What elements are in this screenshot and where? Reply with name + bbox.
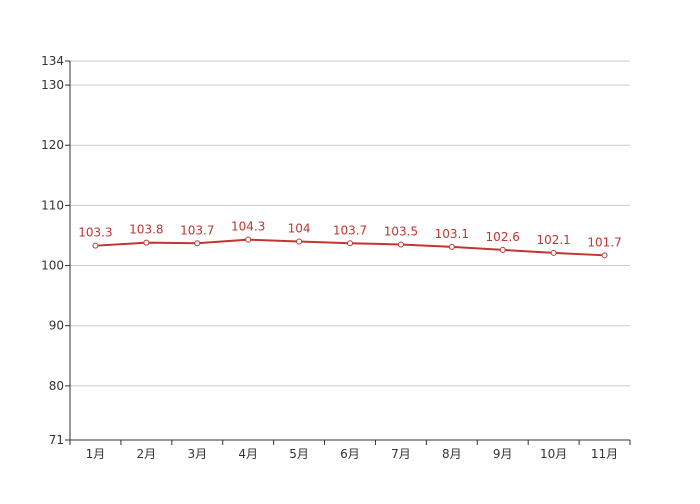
x-tick-label: 8月 <box>442 447 462 461</box>
data-labels: 103.3 103.8 103.7 104.3 104 103.7 103.5 103.1 10… <box>78 220 621 250</box>
data-point[interactable] <box>245 236 252 243</box>
data-label: 103.8 <box>129 223 163 237</box>
data-point[interactable] <box>448 243 455 250</box>
x-axis-ticks: 1月 2月 3月 4月 5月 6月 7月 8月 9月 10月 11月 <box>69 440 631 461</box>
y-tick-label: 71 <box>49 433 64 447</box>
data-point[interactable] <box>601 252 608 259</box>
x-tick-label: 2月 <box>137 447 157 461</box>
data-label: 102.6 <box>486 230 520 244</box>
data-point[interactable] <box>397 241 404 248</box>
y-tick-label: 120 <box>41 138 64 152</box>
x-tick-label: 7月 <box>391 447 411 461</box>
data-point[interactable] <box>296 238 303 245</box>
data-label: 103.7 <box>333 223 367 237</box>
y-tick-label: 134 <box>41 54 64 68</box>
x-tick-label: 5月 <box>289 447 309 461</box>
y-tick-label: 90 <box>49 319 64 333</box>
data-label: 103.1 <box>435 227 469 241</box>
data-points <box>92 236 608 259</box>
data-label: 103.5 <box>384 224 418 238</box>
data-label: 102.1 <box>536 233 570 247</box>
y-tick-label: 100 <box>41 259 64 273</box>
y-tick-label: 130 <box>41 78 64 92</box>
data-point[interactable] <box>550 249 557 256</box>
data-label: 101.7 <box>587 235 621 249</box>
data-label: 104.3 <box>231 220 265 234</box>
data-point[interactable] <box>92 242 99 249</box>
data-point[interactable] <box>499 246 506 253</box>
axes <box>69 61 630 441</box>
y-axis-ticks: 71 80 90 100 110 120 130 134 <box>41 54 70 447</box>
y-tick-label: 80 <box>49 379 64 393</box>
y-tick-label: 110 <box>41 198 64 212</box>
data-label: 103.7 <box>180 223 214 237</box>
x-tick-label: 10月 <box>540 447 567 461</box>
x-tick-label: 4月 <box>238 447 258 461</box>
data-point[interactable] <box>347 240 353 247</box>
x-tick-label: 3月 <box>187 447 207 461</box>
x-tick-label: 1月 <box>86 447 106 461</box>
x-tick-label: 11月 <box>591 447 618 461</box>
data-label: 103.3 <box>78 226 112 240</box>
x-tick-label: 6月 <box>340 447 360 461</box>
data-point[interactable] <box>194 240 201 247</box>
gridlines <box>70 60 630 387</box>
data-label: 104 <box>288 221 311 235</box>
data-point[interactable] <box>143 239 150 246</box>
x-tick-label: 9月 <box>493 447 513 461</box>
